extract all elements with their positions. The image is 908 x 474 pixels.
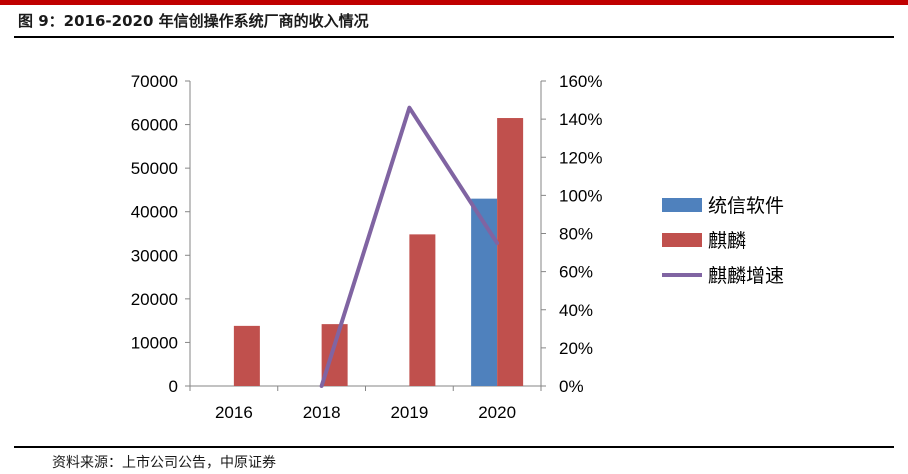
right-axis-tick-label: 100%	[559, 186, 602, 205]
right-axis-tick-label: 0%	[559, 377, 584, 396]
x-axis-tick-label: 2020	[478, 403, 516, 422]
right-axis-tick-label: 60%	[559, 263, 593, 282]
left-axis-tick-label: 10000	[131, 333, 178, 352]
left-axis-tick-label: 60000	[131, 116, 178, 135]
bar-series-2	[233, 325, 260, 386]
bottom-divider	[14, 446, 894, 448]
right-axis-tick-label: 80%	[559, 225, 593, 244]
left-axis-tick-label: 20000	[131, 290, 178, 309]
legend-swatch	[662, 198, 702, 212]
growth-line	[319, 105, 500, 388]
left-axis-tick-label: 0	[169, 377, 178, 396]
right-axis-tick-label: 40%	[559, 301, 593, 320]
x-axis-tick-label: 2016	[215, 403, 253, 422]
figure-title: 图 9：2016-2020 年信创操作系统厂商的收入情况	[18, 12, 369, 30]
right-axis-tick-label: 160%	[559, 72, 602, 91]
right-axis-tick-label: 140%	[559, 110, 602, 129]
left-axis-tick-label: 70000	[131, 72, 178, 91]
source-note: 资料来源：上市公司公告，中原证券	[52, 455, 276, 471]
title-divider	[14, 36, 894, 38]
top-accent-rule	[0, 0, 908, 5]
left-axis-tick-label: 50000	[131, 159, 178, 178]
bar-series-2	[409, 234, 436, 386]
legend-label: 麒麟增速	[708, 265, 784, 287]
right-axis-tick-label: 20%	[559, 339, 593, 358]
x-axis-tick-label: 2019	[390, 403, 428, 422]
x-axis-tick-label: 2018	[303, 403, 341, 422]
bar-series-2	[497, 118, 524, 387]
left-axis-tick-label: 40000	[131, 203, 178, 222]
legend-label: 麒麟	[708, 230, 746, 252]
bar-series-1	[471, 198, 498, 386]
legend-label: 统信软件	[708, 195, 784, 217]
left-axis-tick-label: 30000	[131, 246, 178, 265]
legend-swatch	[662, 233, 702, 247]
right-axis-tick-label: 120%	[559, 148, 602, 167]
